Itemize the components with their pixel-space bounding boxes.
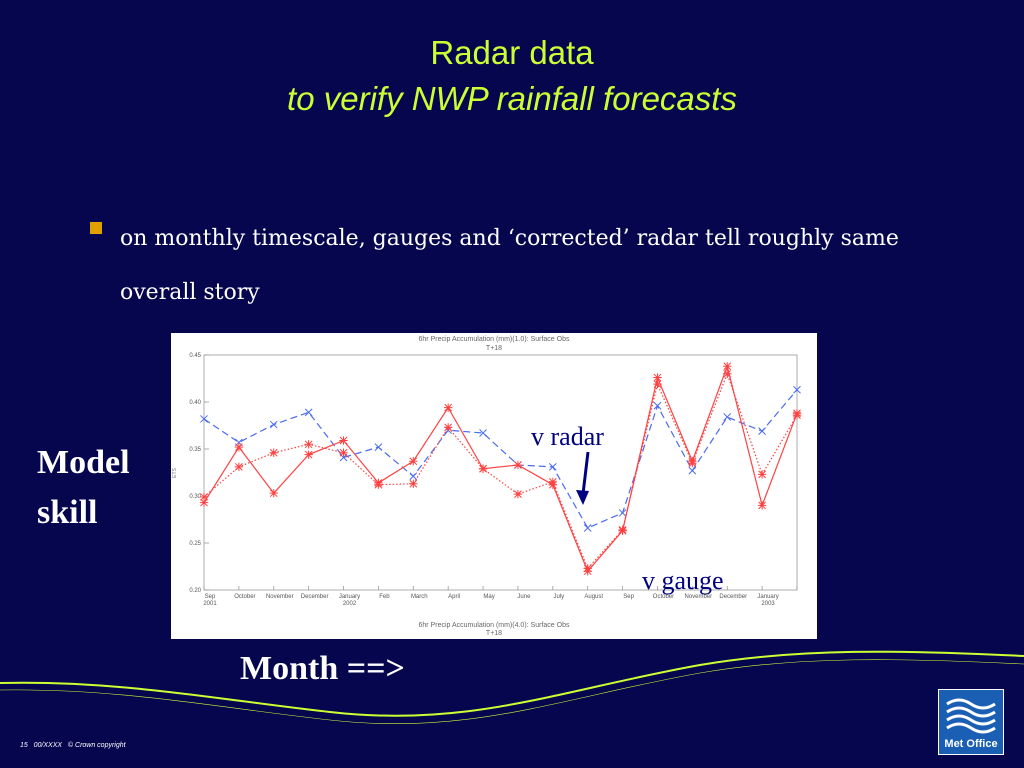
point-marker bbox=[618, 509, 627, 517]
chart-bottom-title: 6hr Precip Accumulation (mm)(4.0): Surfa… bbox=[419, 622, 570, 629]
wave-line bbox=[0, 659, 1024, 725]
point-marker bbox=[339, 448, 348, 457]
point-marker bbox=[723, 413, 732, 421]
x-tick-label: November bbox=[684, 594, 713, 600]
point-marker bbox=[479, 429, 487, 437]
footer-text: 15 bbox=[20, 742, 28, 749]
point-marker bbox=[478, 464, 488, 473]
point-marker bbox=[793, 385, 801, 394]
point-marker bbox=[548, 477, 558, 487]
footer: 15 00/XXXX © Crown copyright bbox=[20, 742, 126, 749]
point-marker bbox=[269, 488, 278, 498]
annotation: v gauge bbox=[642, 566, 724, 595]
x-tick-label: December bbox=[300, 594, 329, 600]
x-caption: Month ==> bbox=[240, 650, 405, 687]
point-marker bbox=[792, 410, 802, 420]
y-tick-label: 0.25 bbox=[189, 541, 201, 547]
point-marker bbox=[409, 479, 418, 488]
point-marker bbox=[688, 466, 697, 475]
footer-text: 00/XXXX bbox=[33, 742, 63, 749]
x-tick-label: May bbox=[483, 594, 495, 600]
point-marker bbox=[583, 564, 592, 573]
series-line bbox=[203, 364, 798, 573]
y-axis-label: ETS bbox=[172, 467, 178, 477]
point-marker bbox=[443, 423, 453, 432]
x-tick-label: Sep 2001 bbox=[203, 594, 217, 607]
x-tick-label: April bbox=[448, 594, 461, 600]
logo: Met Office bbox=[938, 689, 1004, 755]
point-marker bbox=[513, 489, 523, 499]
point-marker bbox=[269, 448, 278, 457]
logo-wave bbox=[946, 698, 996, 734]
footer-text: © Crown copyright bbox=[67, 742, 126, 749]
y-tick-label: 0.45 bbox=[189, 353, 201, 359]
plot-frame bbox=[203, 354, 798, 591]
point-marker bbox=[688, 458, 697, 468]
point-marker bbox=[723, 369, 732, 378]
point-marker bbox=[199, 492, 209, 502]
y-tick-label: 0.20 bbox=[189, 588, 201, 594]
x-tick-label: November bbox=[265, 594, 294, 600]
title: Radar data bbox=[430, 34, 594, 71]
x-tick-label: October bbox=[234, 594, 256, 600]
logo-text: Met Office bbox=[944, 738, 998, 750]
point-marker bbox=[653, 401, 662, 410]
y-caption: Model skill bbox=[37, 444, 130, 531]
chart-svg: 6hr Precip Accumulation (mm)(1.0): Surfa… bbox=[172, 336, 802, 637]
point-marker bbox=[513, 460, 523, 470]
y-tick-label: 0.40 bbox=[189, 400, 201, 406]
bullet-text: on monthly timescale, gauges and ‘correc… bbox=[120, 226, 899, 305]
x-tick-label: Sep bbox=[623, 594, 634, 600]
point-marker bbox=[548, 463, 557, 471]
x-tick-label: Feb bbox=[379, 594, 390, 600]
bullet-marker bbox=[90, 222, 102, 234]
x-tick-label: January 2002 bbox=[338, 594, 361, 607]
chart: 6hr Precip Accumulation (mm)(1.0): Surfa… bbox=[171, 333, 817, 639]
series-line bbox=[203, 389, 798, 529]
x-tick-label: March bbox=[410, 594, 428, 600]
chart-title: 6hr Precip Accumulation (mm)(1.0): Surfa… bbox=[419, 336, 570, 343]
point-marker bbox=[304, 440, 313, 449]
point-marker bbox=[583, 524, 592, 532]
point-marker bbox=[723, 362, 732, 371]
arrow bbox=[576, 451, 590, 505]
point-marker bbox=[757, 470, 767, 479]
point-marker bbox=[304, 408, 313, 417]
point-marker bbox=[200, 415, 208, 423]
annotation: v radar bbox=[531, 422, 604, 451]
chart-bottom-subtitle: T+18 bbox=[486, 630, 502, 637]
point-marker bbox=[758, 427, 766, 435]
y-tick-label: 0.30 bbox=[189, 494, 201, 500]
point-marker bbox=[304, 450, 313, 459]
point-marker bbox=[234, 462, 244, 472]
point-marker bbox=[443, 403, 453, 412]
arrow-shaft bbox=[581, 451, 590, 495]
point-marker bbox=[374, 480, 383, 489]
x-tick-label: July bbox=[553, 594, 565, 600]
point-marker bbox=[409, 472, 418, 481]
point-marker bbox=[339, 436, 348, 445]
x-tick-label: August bbox=[584, 594, 604, 600]
point-marker bbox=[653, 373, 662, 382]
arrow-head bbox=[576, 490, 589, 505]
point-marker bbox=[757, 501, 767, 510]
point-marker bbox=[409, 457, 418, 466]
x-tick-label: December bbox=[719, 594, 748, 600]
subtitle: to verify NWP rainfall forecasts bbox=[287, 80, 737, 117]
wave-line bbox=[0, 650, 1024, 717]
x-tick-label: January 2003 bbox=[757, 594, 779, 607]
point-marker bbox=[374, 443, 383, 451]
x-tick-label: June bbox=[517, 594, 531, 600]
y-tick-label: 0.35 bbox=[189, 447, 201, 453]
point-marker bbox=[653, 379, 662, 389]
logo-waves bbox=[946, 698, 996, 734]
chart-subtitle: T+18 bbox=[486, 345, 502, 352]
point-marker bbox=[618, 525, 627, 535]
x-tick-label: October bbox=[652, 594, 675, 600]
point-marker bbox=[234, 442, 244, 452]
point-marker bbox=[199, 498, 209, 507]
point-marker bbox=[269, 420, 278, 429]
